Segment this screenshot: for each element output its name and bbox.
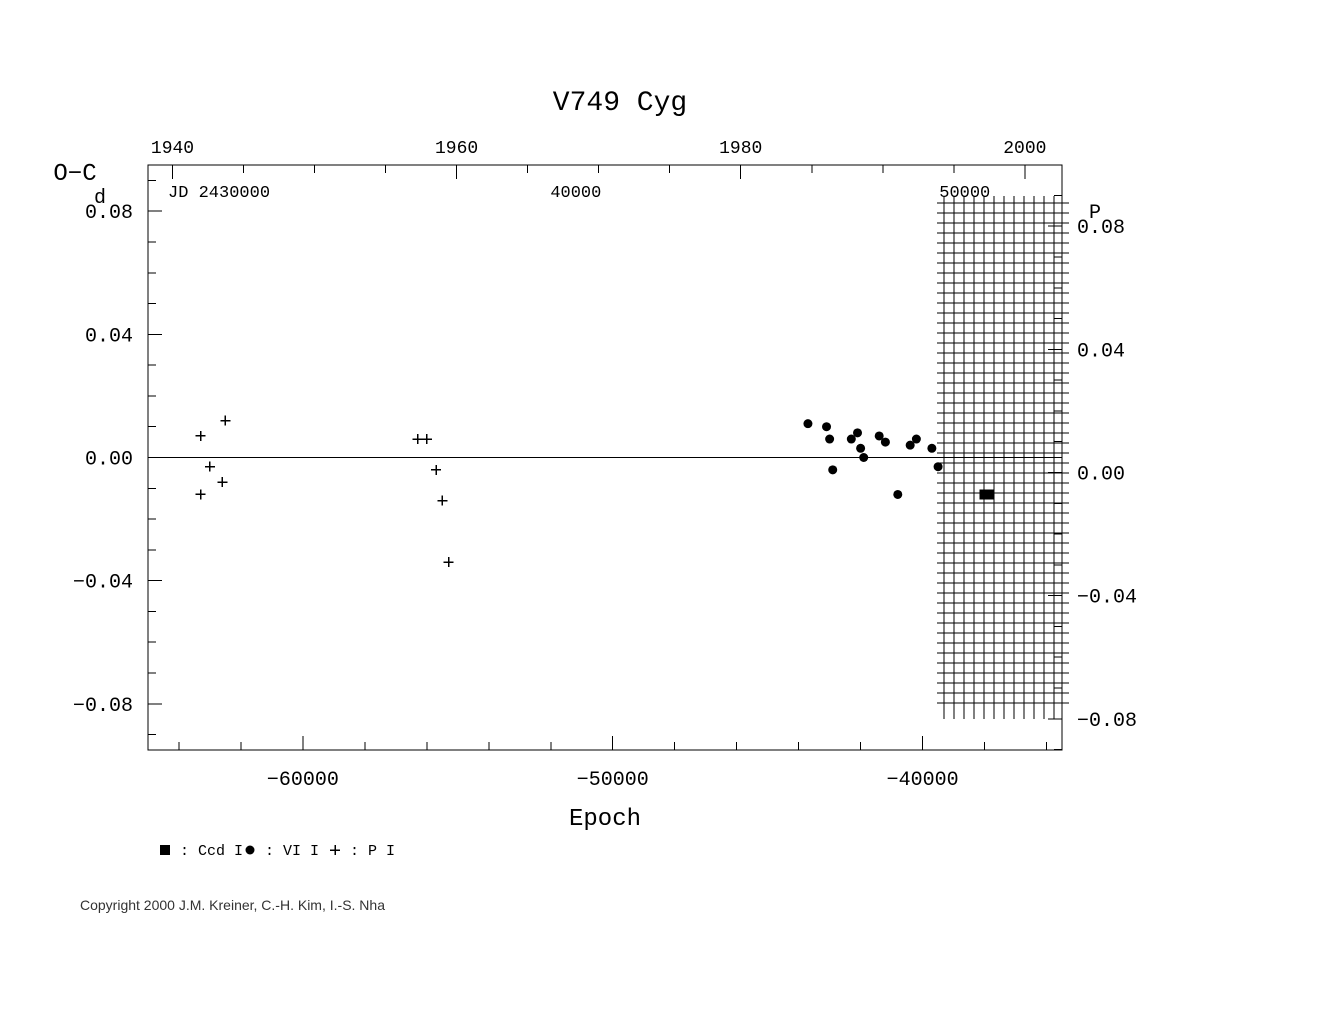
y-tick-label: 0.00 xyxy=(85,449,133,472)
y-tick-label: 0.04 xyxy=(85,325,133,348)
oc-diagram-svg: V749 Cyg−60000−50000−40000Epoch−0.08−0.0… xyxy=(0,0,1325,1020)
year-tick-label: 1940 xyxy=(151,139,194,159)
copyright-text: Copyright 2000 J.M. Kreiner, C.-H. Kim, … xyxy=(80,897,385,913)
legend-label: : P I xyxy=(350,843,395,860)
legend: : Ccd I : VI I : P I xyxy=(160,843,395,860)
x-tick-label: −50000 xyxy=(577,769,649,792)
svg-text:P: P xyxy=(1089,202,1101,225)
year-tick-label: 1980 xyxy=(719,139,762,159)
y-tick-label-d: 0.08 xyxy=(85,202,133,225)
bottom-axis: −60000 −50000 −40000 xyxy=(179,736,1047,792)
y-tick-label: −0.08 xyxy=(73,695,133,718)
jd-tick-label: 50000 xyxy=(939,184,990,203)
y-tick-label: −0.04 xyxy=(73,572,133,595)
jd-ref-label: JD 2430000 xyxy=(168,184,270,203)
left-axis: −0.08 −0.04 0.00 0.04 0.08d xyxy=(73,180,162,734)
year-tick-label: 2000 xyxy=(1003,139,1046,159)
top-year-axis: 1940 1960 1980 2000 xyxy=(151,139,1047,179)
data-markers xyxy=(196,416,995,568)
jd-tick-label: 40000 xyxy=(550,184,601,203)
year-tick-label: 1960 xyxy=(435,139,478,159)
x-tick-label: −60000 xyxy=(267,769,339,792)
y-right-label: −0.08 xyxy=(1077,710,1137,733)
svg-text:d: d xyxy=(94,187,106,210)
legend-label: : Ccd I xyxy=(180,843,243,860)
x-axis-label: Epoch xyxy=(569,806,641,833)
jd-axis: JD 2430000 40000 50000 xyxy=(168,184,990,203)
legend-label: : VI I xyxy=(265,843,319,860)
y-right-label: 0.00 xyxy=(1077,464,1125,487)
y-axis-label: O−C xyxy=(53,161,96,188)
chart-title: V749 Cyg xyxy=(553,88,687,119)
x-tick-label: −40000 xyxy=(887,769,959,792)
y-right-label: −0.04 xyxy=(1077,587,1137,610)
y-right-label: 0.04 xyxy=(1077,340,1125,363)
